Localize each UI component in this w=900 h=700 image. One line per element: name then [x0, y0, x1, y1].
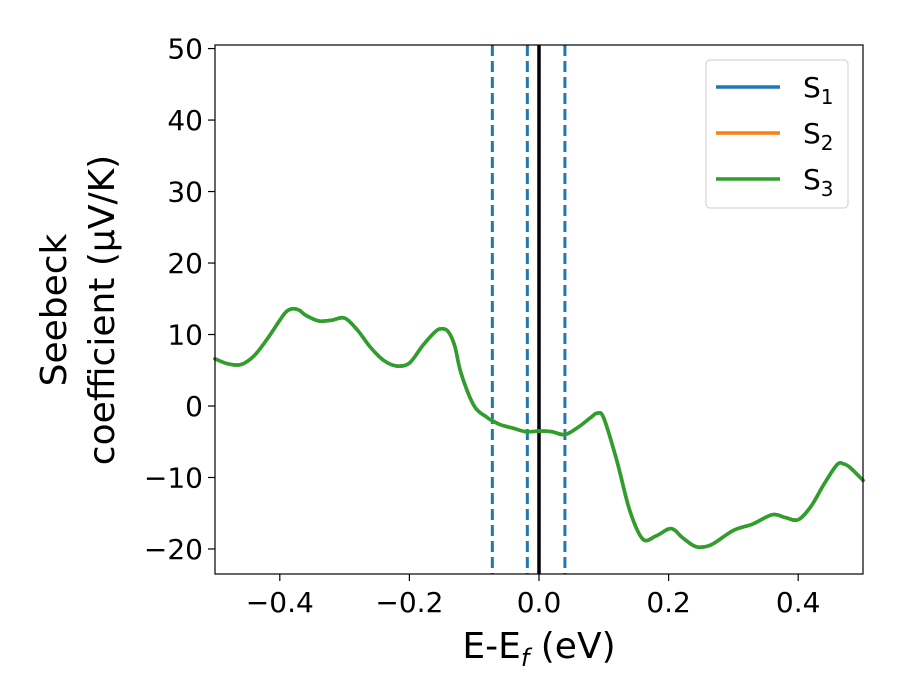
- y-tick-label: 10: [167, 319, 203, 352]
- y-tick-label: 0: [185, 390, 203, 423]
- y-tick-label: 30: [167, 176, 203, 209]
- y-axis-title-line2: coefficient (μV/K): [82, 155, 123, 465]
- y-axis-title: Seebeck coefficient (μV/K): [34, 155, 123, 465]
- legend: S1 S2 S3: [705, 59, 849, 209]
- x-tick-label: 0.4: [776, 586, 821, 619]
- x-tick-label: 0.2: [646, 586, 691, 619]
- series-lines: [213, 306, 865, 550]
- y-tick-label: 40: [167, 104, 203, 137]
- y-tick-label: 20: [167, 247, 203, 280]
- x-tick-label: −0.2: [375, 586, 443, 619]
- x-axis-title: E-Ef (eV): [462, 626, 615, 672]
- x-axis-ticks: −0.4 −0.2 0.0 0.2 0.4: [246, 574, 821, 619]
- y-tick-label: −10: [144, 461, 203, 494]
- legend-label-s1: S1: [803, 71, 834, 109]
- y-tick-label: 50: [167, 33, 203, 66]
- x-tick-label: 0.0: [517, 586, 562, 619]
- y-axis-title-line1: Seebeck: [34, 233, 75, 386]
- legend-label-s2: S2: [803, 117, 834, 155]
- legend-label-s3: S3: [803, 163, 834, 201]
- y-tick-label: −20: [144, 533, 203, 566]
- x-tick-label: −0.4: [246, 586, 314, 619]
- series-line-s3: [213, 306, 865, 550]
- vertical-lines: [490, 45, 567, 574]
- y-axis-ticks: −20 −10 0 10 20 30 40 50: [144, 33, 215, 566]
